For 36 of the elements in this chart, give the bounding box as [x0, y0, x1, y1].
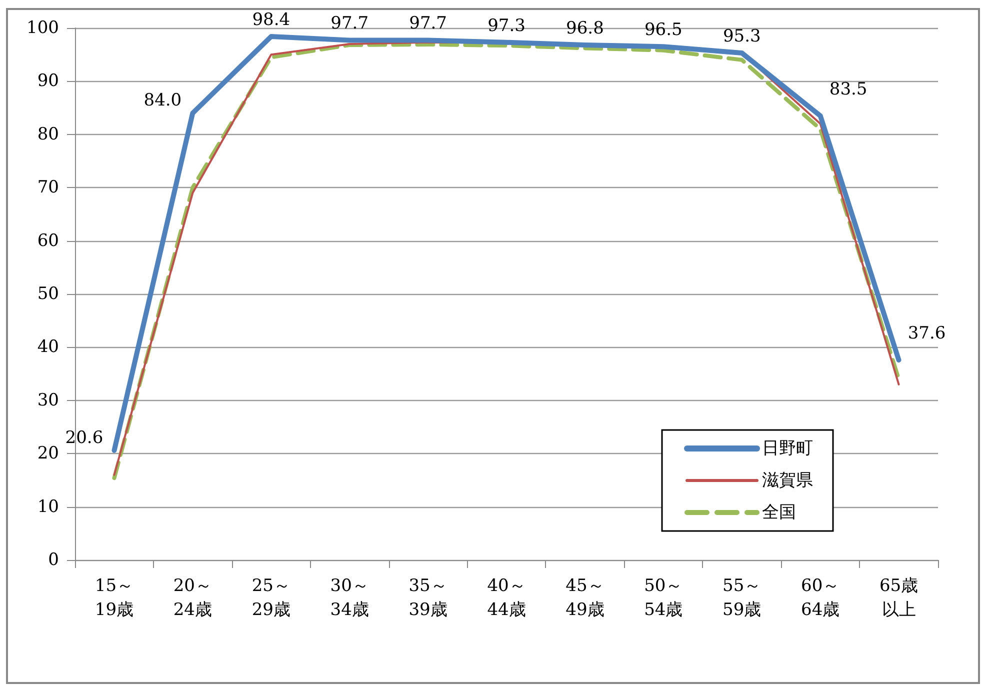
y-tick-label: 0 [48, 550, 59, 570]
x-tick-label: 15～19歳 [94, 576, 134, 620]
data-label: 96.5 [644, 20, 682, 40]
x-tick-label: 45～49歳 [566, 576, 604, 620]
data-label: 83.5 [829, 79, 868, 100]
legend-label: 滋賀県 [762, 470, 813, 490]
data-label: 97.7 [330, 14, 369, 34]
data-label: 95.3 [722, 26, 761, 47]
data-label: 97.3 [488, 16, 526, 36]
data-label: 84.0 [144, 90, 182, 111]
legend-label: 日野町 [762, 438, 813, 458]
y-tick-label: 10 [37, 496, 59, 517]
y-tick-label: 20 [37, 444, 59, 464]
x-tick-label: 35～39歳 [408, 576, 448, 620]
y-tick-label: 50 [37, 284, 59, 304]
data-label: 97.7 [409, 14, 447, 34]
y-tick-label: 70 [37, 178, 59, 198]
data-label: 96.8 [566, 18, 604, 39]
x-tick-label: 40～44歳 [487, 576, 526, 620]
legend-label: 全国 [762, 502, 796, 522]
y-tick-label: 60 [37, 230, 59, 251]
y-tick-label: 30 [37, 390, 59, 410]
x-tick-label: 20～24歳 [173, 576, 212, 620]
x-tick-label: 60～64歳 [801, 576, 840, 620]
x-tick-label: 50～54歳 [644, 576, 683, 620]
x-tick-label: 55～59歳 [722, 576, 762, 620]
data-label: 20.6 [65, 428, 104, 448]
data-label: 98.4 [252, 10, 290, 30]
data-label: 37.6 [908, 323, 946, 344]
y-tick-label: 40 [37, 337, 59, 358]
y-tick-label: 80 [37, 124, 59, 144]
y-tick-label: 100 [26, 18, 59, 38]
x-tick-label: 65歳以上 [879, 576, 918, 620]
x-tick-label: 30～34歳 [330, 576, 369, 620]
x-tick-label: 25～29歳 [252, 576, 290, 620]
y-tick-label: 90 [37, 71, 59, 92]
